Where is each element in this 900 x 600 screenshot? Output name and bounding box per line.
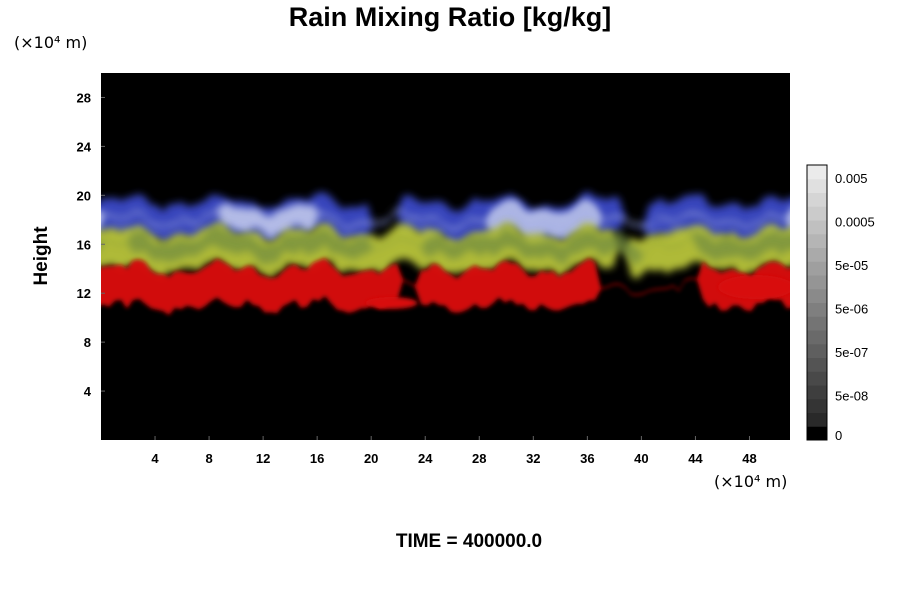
colorbar-swatch [807, 261, 827, 276]
red-cell-east [718, 275, 790, 300]
rain-field [101, 191, 790, 316]
blue-highlight [101, 198, 790, 240]
colorbar-swatch [807, 316, 827, 331]
red-layer [101, 258, 790, 316]
chart-title: Rain Mixing Ratio [kg/kg] [288, 2, 612, 32]
colorbar [806, 164, 828, 441]
colorbar-swatch [807, 178, 827, 193]
colorbar-label: 5e-06 [835, 302, 868, 317]
x-axis-unit: (×10⁴ m) [714, 472, 788, 491]
x-tick-label: 28 [472, 451, 486, 466]
colorbar-swatch [807, 247, 827, 262]
colorbar-swatch [807, 206, 827, 221]
colorbar-swatch [807, 192, 827, 207]
colorbar-swatch [807, 275, 827, 290]
colorbar-label: 0 [835, 428, 842, 443]
colorbar-swatch [807, 357, 827, 372]
colorbar-label: 5e-08 [835, 389, 868, 404]
colorbar-swatch [807, 412, 827, 427]
x-tick-label: 24 [418, 451, 433, 466]
colorbar-swatch [807, 385, 827, 400]
x-tick-label: 48 [742, 451, 756, 466]
x-tick-label: 16 [310, 451, 324, 466]
x-axis-ticks: 4 8 12 16 20 24 28 32 36 40 44 48 [151, 436, 757, 466]
colorbar-label: 0.005 [835, 171, 868, 186]
x-tick-label: 8 [205, 451, 212, 466]
colorbar-frame [806, 164, 828, 441]
colorbar-swatch [807, 165, 827, 180]
y-tick-label: 16 [77, 237, 91, 252]
y-tick-label: 20 [77, 188, 91, 203]
colorbar-label: 5e-07 [835, 345, 868, 360]
y-tick-label: 12 [77, 286, 91, 301]
colorbar-swatch [807, 330, 827, 345]
colorbar-swatch [807, 343, 827, 358]
x-tick-label: 32 [526, 451, 540, 466]
colorbar-swatch [807, 398, 827, 413]
y-tick-label: 24 [77, 139, 92, 154]
blue-highlight-2 [101, 204, 790, 242]
x-tick-label: 40 [634, 451, 648, 466]
colorbar-swatch [807, 371, 827, 386]
red-cell [365, 296, 418, 309]
x-tick-label: 12 [256, 451, 270, 466]
x-tick-label: 36 [580, 451, 594, 466]
colorbar-label: 5e-05 [835, 258, 868, 273]
y-tick-label: 4 [84, 384, 92, 399]
green-mix [101, 225, 790, 266]
colorbar-swatch [807, 220, 827, 235]
colorbar-swatch [807, 233, 827, 248]
x-tick-label: 20 [364, 451, 378, 466]
time-readout: TIME = 400000.0 [395, 531, 543, 552]
colorbar-swatch [807, 288, 827, 303]
colorbar-label: 0.0005 [835, 215, 875, 230]
y-axis-unit: (×10⁴ m) [14, 33, 88, 52]
y-axis-ticks: 4 8 12 16 20 24 28 [77, 90, 105, 399]
colorbar-swatch [807, 426, 827, 441]
colorbar-labels: 0 5e-08 5e-07 5e-06 5e-05 0.0005 0.005 [835, 171, 875, 443]
y-tick-label: 28 [77, 90, 91, 105]
y-tick-label: 8 [84, 335, 91, 350]
colorbar-swatch [807, 302, 827, 317]
x-tick-label: 44 [688, 451, 703, 466]
x-tick-label: 4 [151, 451, 159, 466]
